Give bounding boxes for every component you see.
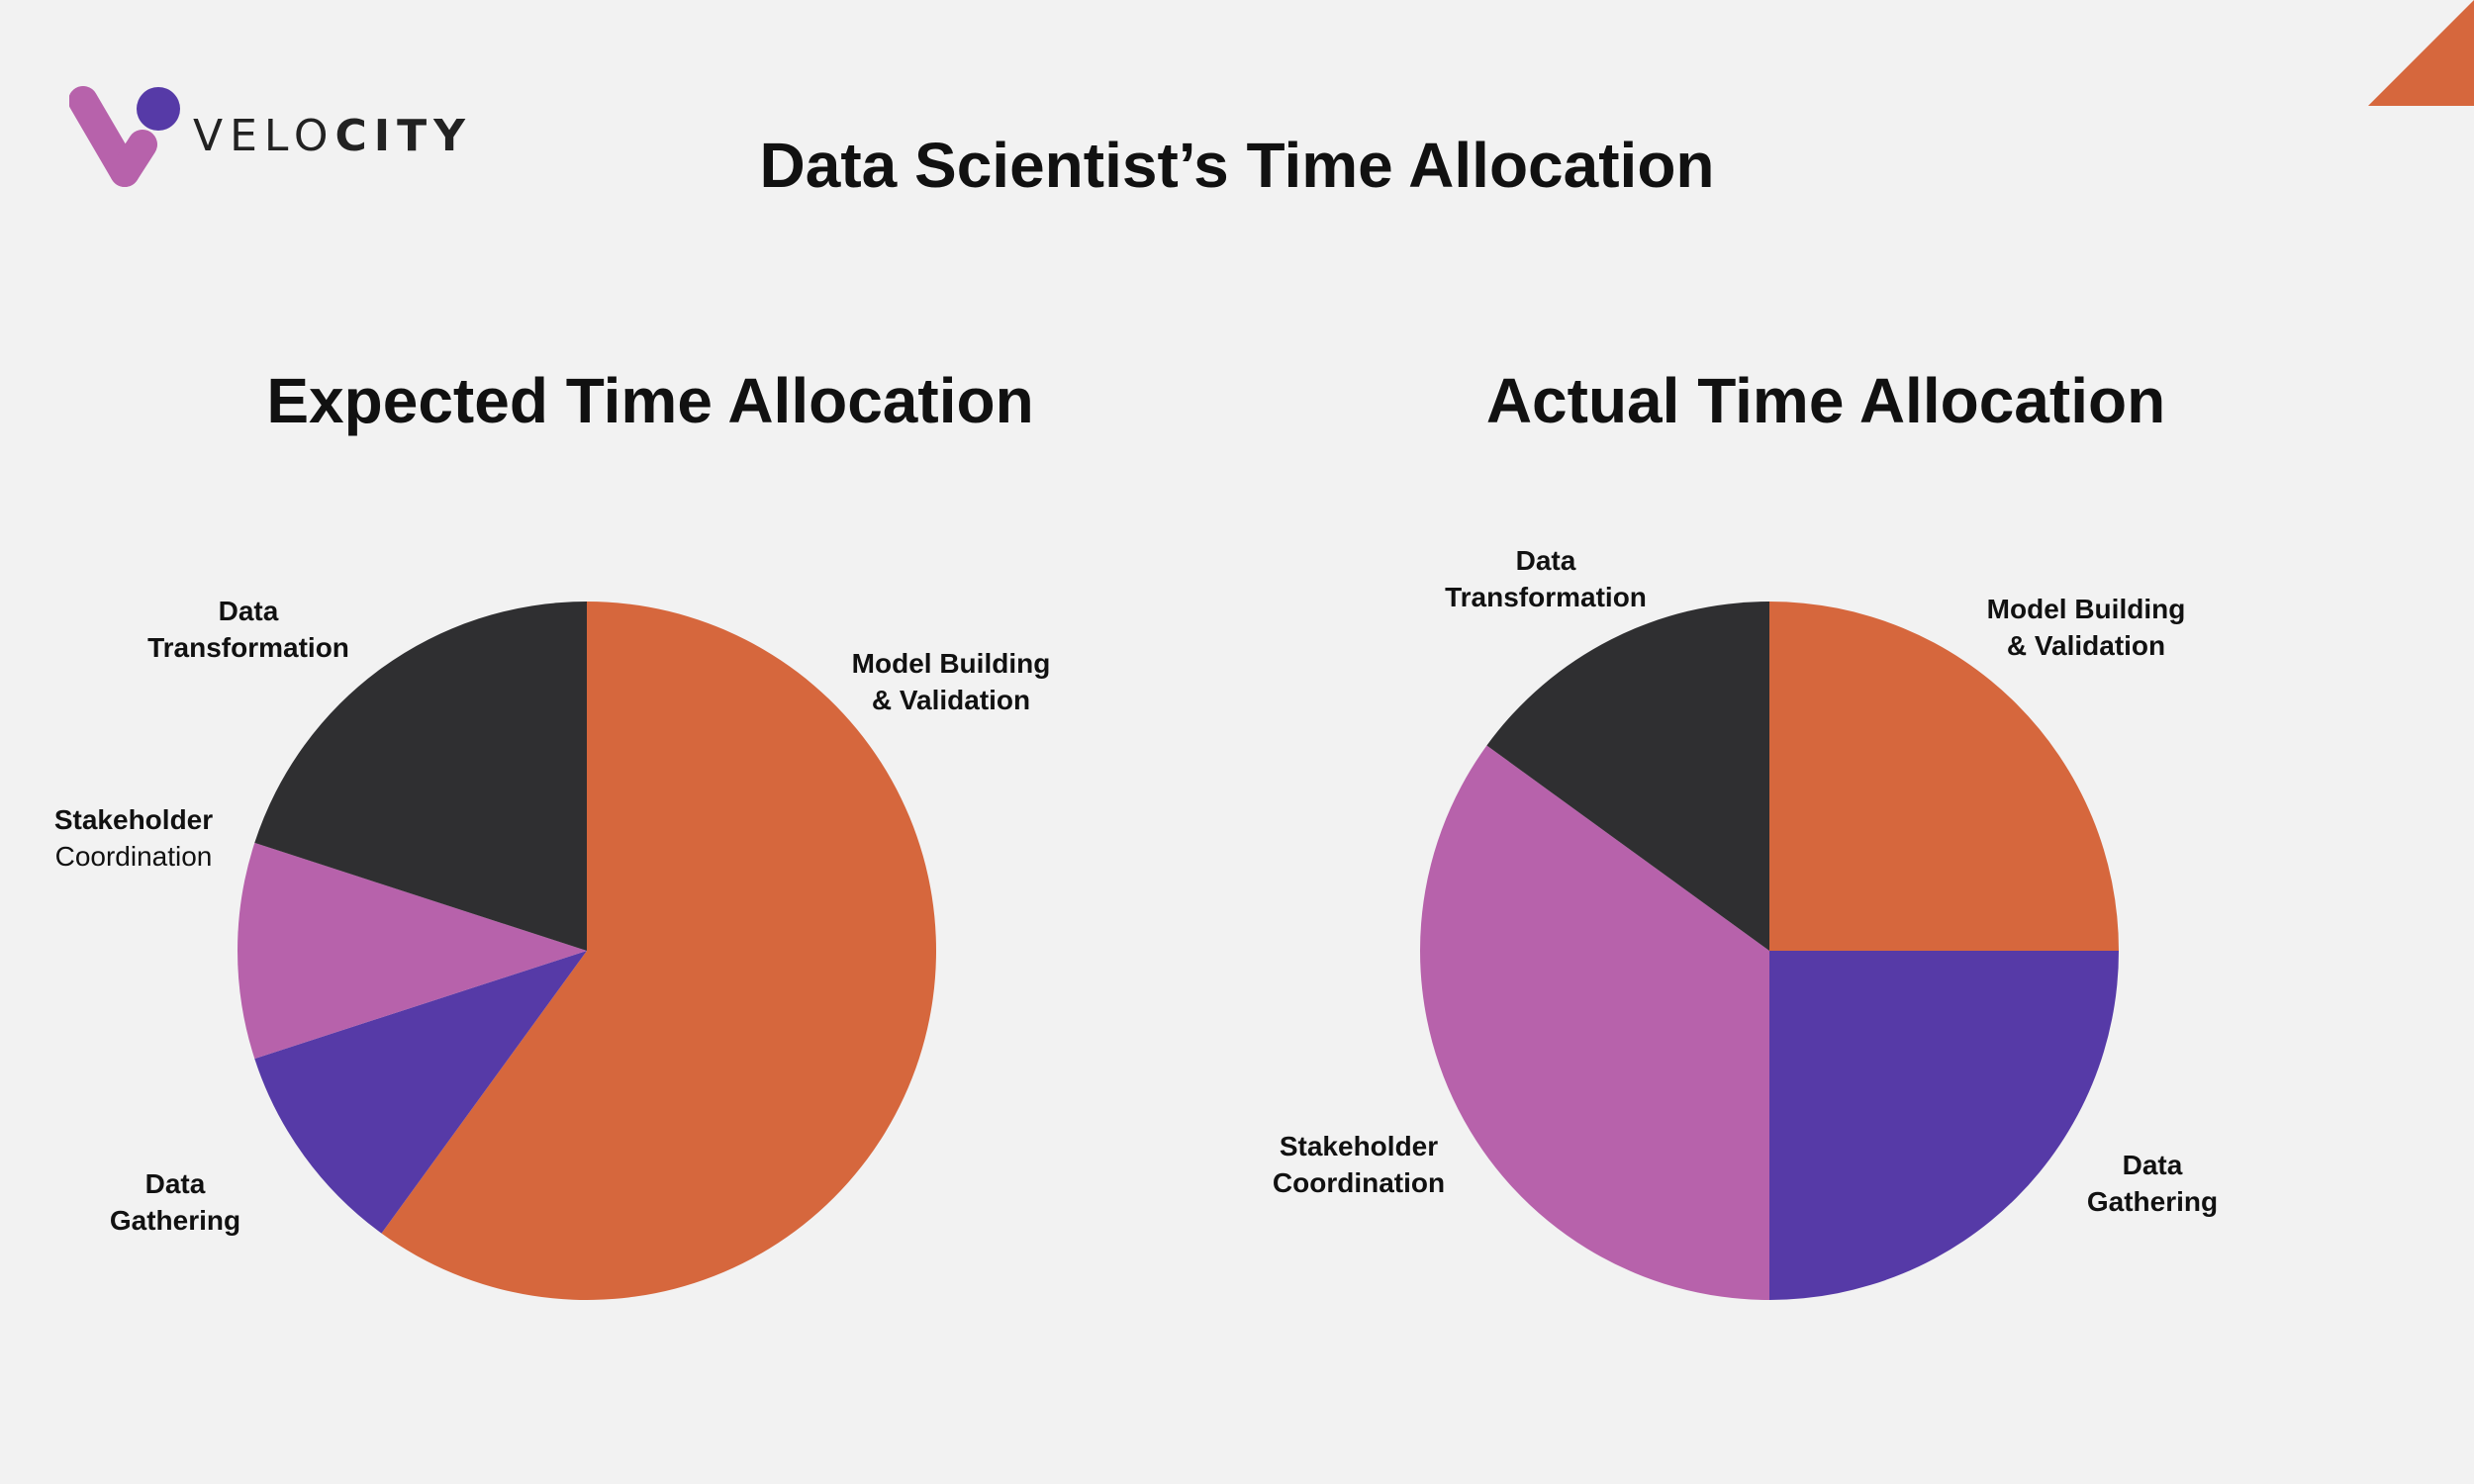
actual-slice-data-gathering — [1769, 951, 2119, 1300]
expected-slice-stakeholder-coordination — [238, 842, 587, 1060]
actual-slice-stakeholder-coordination — [1420, 745, 1769, 1300]
actual-chart-title: Actual Time Allocation — [1485, 365, 2166, 436]
logo-wordmark: VELOCITY — [193, 111, 473, 161]
expected-slice-model-building-and-validation — [381, 602, 937, 1300]
actual-slice-model-building-and-validation — [1769, 602, 2119, 951]
expected-slice-data-transformation — [254, 602, 587, 951]
expected-label-model-building-and-validation: Model Building & Validation — [852, 648, 1051, 715]
expected-slice-data-gathering — [254, 951, 587, 1234]
velocity-logo: VELOCITY — [69, 79, 465, 198]
corner-triangle-decoration — [2368, 0, 2474, 106]
expected-label-data-transformation: Data Transformation — [147, 596, 349, 663]
actual-slice-data-transformation — [1486, 602, 1769, 951]
page-title: Data Scientist’s Time Allocation — [759, 130, 1715, 201]
actual-label-data-gathering: Data Gathering — [2087, 1150, 2218, 1217]
velocity-logo-mark-icon — [69, 86, 180, 187]
actual-label-model-building-and-validation: Model Building & Validation — [1987, 594, 2186, 661]
expected-label-data-gathering: Data Gathering — [110, 1168, 240, 1236]
expected-label-stakeholder-coordination: Stakeholder Coordination — [54, 804, 213, 872]
expected-chart-title: Expected Time Allocation — [266, 365, 1034, 436]
actual-label-stakeholder-coordination: Stakeholder Coordination — [1273, 1131, 1445, 1198]
actual-label-data-transformation: Data Transformation — [1445, 545, 1647, 612]
